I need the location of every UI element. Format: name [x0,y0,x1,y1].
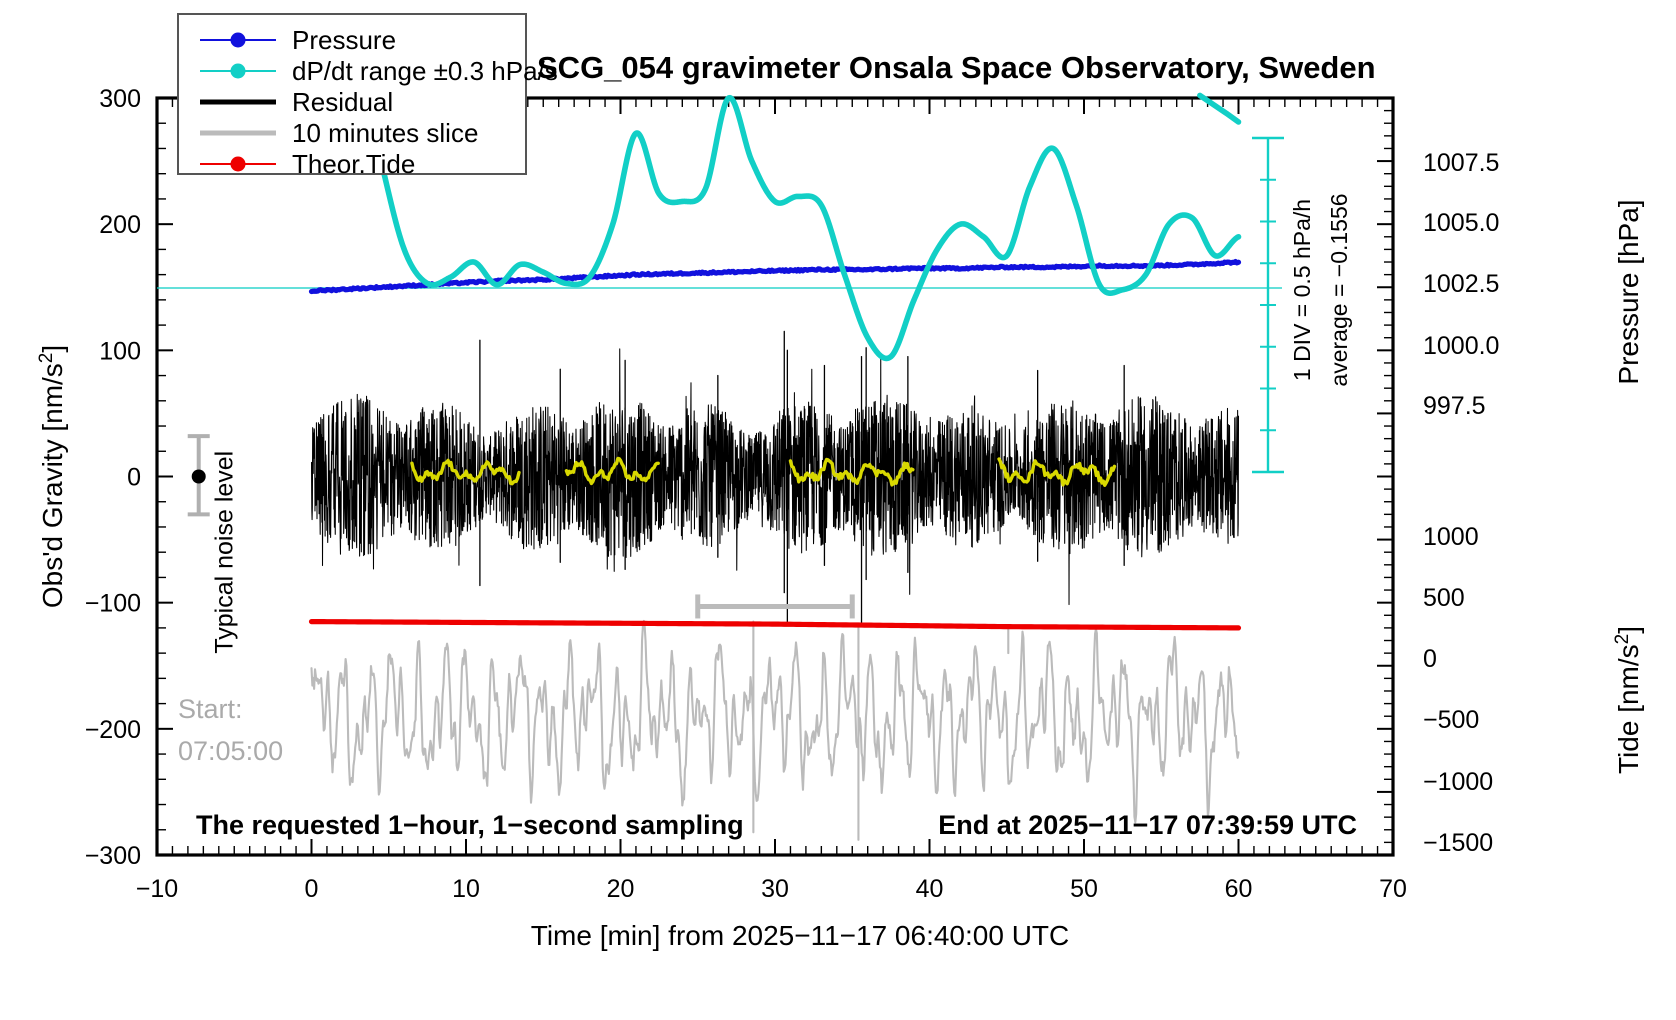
y-left-axis-title: Obs'd Gravity [nm/s2] [36,345,69,608]
y-right-pressure-tick-label: 1000.0 [1423,332,1499,360]
x-tick-label: 20 [607,875,635,903]
yellow-overlay-trace [788,457,915,487]
legend-marker-4 [230,156,246,172]
y-right-tide-tick-label: −1000 [1423,768,1493,796]
x-tick-label: 40 [916,875,944,903]
x-tick-label: 10 [452,875,480,903]
start-label: Start: [178,694,243,724]
legend-marker-1 [230,63,246,79]
tide-trace [308,618,1242,631]
sampling-note: The requested 1−hour, 1−second sampling [196,810,744,840]
y-right-pressure-tick-label: 1007.5 [1423,149,1499,177]
y-left-tick-label: 100 [99,337,141,365]
x-tick-label: 60 [1225,875,1253,903]
x-axis-title: Time [min] from 2025−11−17 06:40:00 UTC [531,920,1070,951]
legend-label-1[interactable]: dP/dt range ±0.3 hPa/s [292,56,558,86]
yellow-overlay-trace [997,457,1117,487]
x-tick-label: 50 [1070,875,1098,903]
legend-marker-0 [230,32,246,48]
y-right-tide-tick-label: −1500 [1423,829,1493,857]
x-tick-label: −10 [136,875,178,903]
yellow-overlay-trace [564,456,660,486]
y-left-tick-label: −100 [85,590,141,618]
x-tick-label: 30 [761,875,789,903]
dpdt-div-note: 1 DIV = 0.5 hPa/h [1289,199,1315,381]
page-title: SCG_054 gravimeter Onsala Space Observat… [537,50,1376,85]
legend-label-4[interactable]: Theor.Tide [292,149,415,179]
legend-label-2[interactable]: Residual [292,87,393,117]
y-right-tide-tick-label: −500 [1423,706,1479,734]
pressure-trace [308,258,1242,295]
y-left-tick-label: −300 [85,842,141,870]
dpdt-trace [363,93,1242,362]
y-left-tick-label: 200 [99,211,141,239]
legend-label-3[interactable]: 10 minutes slice [292,118,478,148]
x-tick-label: 70 [1379,875,1407,903]
legend-label-0[interactable]: Pressure [292,25,396,55]
x-tick-label: 0 [305,875,319,903]
dpdt-trace-tail [1197,92,1242,125]
y-left-tick-label: 0 [127,464,141,492]
noise-level-label: Typical noise level [211,451,239,654]
y-left-tick-label: −200 [85,716,141,744]
end-note: End at 2025−11−17 07:39:59 UTC [938,810,1357,840]
y-right-pressure-tick-label: 1005.0 [1423,209,1499,237]
y-right-tide-title: Tide [nm/s2] [1612,626,1645,774]
y-right-pressure-title: Pressure [hPa] [1613,199,1644,384]
y-left-tick-label: 300 [99,85,141,113]
y-right-pressure-tick-label: 997.5 [1423,392,1486,420]
y-right-tide-tick-label: 1000 [1423,523,1479,551]
y-right-tide-tick-label: 0 [1423,645,1437,673]
y-right-pressure-tick-label: 1002.5 [1423,270,1499,298]
start-time: 07:05:00 [178,736,283,766]
residual-trace [310,348,1240,606]
slice-waveform [310,619,1240,824]
y-right-tide-tick-label: 500 [1423,584,1465,612]
noise-center-dot [191,469,206,484]
dpdt-average-note: average = −0.1556 [1326,193,1352,386]
yellow-overlay-trace [410,458,521,486]
